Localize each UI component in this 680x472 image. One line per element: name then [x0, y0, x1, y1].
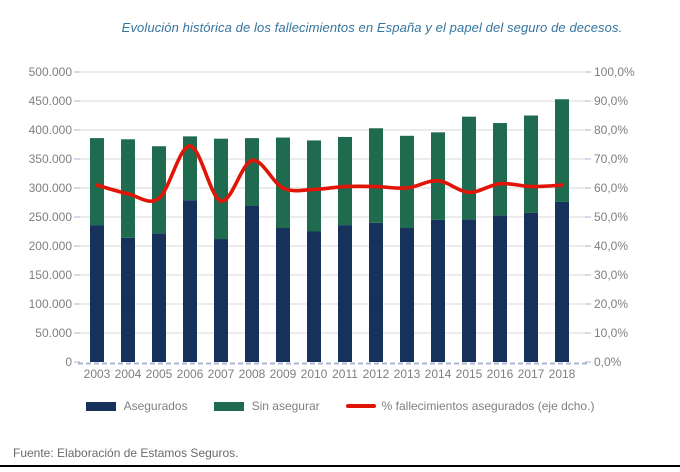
bar-asegurados-2009 — [276, 228, 290, 362]
x-axis-year-label: 2009 — [270, 367, 297, 381]
left-axis-tick-label: 0 — [65, 355, 72, 369]
right-axis-tick-label: 30,0% — [594, 268, 628, 282]
bar-sin-asegurar-2007 — [214, 138, 228, 240]
left-axis-tick-label: 300.000 — [29, 181, 73, 195]
right-axis-tick-label: 50,0% — [594, 210, 628, 224]
sin-asegurar-swatch-icon — [213, 401, 244, 411]
bar-sin-asegurar-2012 — [369, 128, 383, 223]
bar-asegurados-2013 — [400, 228, 414, 362]
x-axis-year-label: 2012 — [363, 367, 390, 381]
right-axis-tick-label: 100,0% — [594, 65, 635, 79]
bar-sin-asegurar-2015 — [462, 116, 476, 220]
bar-asegurados-2007 — [214, 239, 228, 362]
x-axis-year-label: 2003 — [84, 367, 111, 381]
right-axis-tick-label: 20,0% — [594, 297, 628, 311]
right-axis-tick-label: 60,0% — [594, 181, 628, 195]
bottom-rule — [0, 465, 680, 467]
bar-sin-asegurar-2017 — [524, 115, 538, 213]
left-axis-tick-label: 50.000 — [35, 326, 72, 340]
left-axis-tick-label: 250.000 — [29, 210, 73, 224]
left-axis-tick-label: 200.000 — [29, 239, 73, 253]
right-axis-tick-label: 10,0% — [594, 326, 628, 340]
x-axis-year-label: 2016 — [487, 367, 514, 381]
chart-title: Evolución histórica de los fallecimiento… — [121, 20, 623, 35]
left-axis-tick-label: 100.000 — [29, 297, 73, 311]
right-axis-tick-label: 80,0% — [594, 123, 628, 137]
chart-plot-area: 0 0,0% 50.000 10,0% 100.000 20,0% 150.000 30,0%… — [29, 65, 635, 381]
left-axis-tick-label: 500.000 — [29, 65, 73, 79]
x-axis-year-label: 2005 — [146, 367, 173, 381]
pct-line-swatch-icon — [345, 404, 376, 408]
x-axis-year-label: 2018 — [549, 367, 576, 381]
x-axis-year-label: 2015 — [456, 367, 483, 381]
bar-asegurados-2018 — [555, 201, 569, 362]
bar-sin-asegurar-2004 — [121, 139, 135, 238]
bar-sin-asegurar-2016 — [493, 123, 507, 216]
left-axis-tick-label: 350.000 — [29, 152, 73, 166]
right-axis-tick-label: 0,0% — [594, 355, 622, 369]
legend-item-pct-asegurados: % fallecimientos asegurados (eje dcho.) — [345, 399, 595, 413]
source-note: Fuente: Elaboración de Estamos Seguros. — [13, 446, 239, 460]
bar-sin-asegurar-2014 — [431, 132, 445, 220]
legend-item-sin-asegurar: Sin asegurar — [213, 399, 320, 413]
x-axis-year-label: 2011 — [332, 367, 358, 381]
bar-asegurados-2012 — [369, 222, 383, 362]
bar-asegurados-2005 — [152, 233, 166, 362]
left-axis-tick-label: 150.000 — [29, 268, 73, 282]
x-axis-year-label: 2004 — [115, 367, 142, 381]
right-axis-tick-label: 70,0% — [594, 152, 628, 166]
x-axis-year-label: 2013 — [394, 367, 421, 381]
bar-sin-asegurar-2010 — [307, 140, 321, 232]
bar-asegurados-2017 — [524, 212, 538, 362]
bar-sin-asegurar-2005 — [152, 146, 166, 234]
bar-sin-asegurar-2003 — [90, 138, 104, 226]
left-axis-tick-label: 400.000 — [29, 123, 73, 137]
bar-sin-asegurar-2008 — [245, 138, 259, 206]
bar-sin-asegurar-2011 — [338, 136, 352, 226]
chart-legend: Asegurados Sin asegurar % fallecimientos… — [0, 399, 680, 413]
x-axis-year-label: 2017 — [518, 367, 545, 381]
right-axis-tick-label: 90,0% — [594, 94, 628, 108]
legend-label-pct-asegurados: % fallecimientos asegurados (eje dcho.) — [381, 399, 595, 413]
bar-asegurados-2014 — [431, 219, 445, 362]
x-axis-year-label: 2006 — [177, 367, 204, 381]
legend-label-sin-asegurar: Sin asegurar — [251, 399, 320, 413]
bar-sin-asegurar-2013 — [400, 135, 414, 229]
bar-sin-asegurar-2006 — [183, 136, 197, 201]
right-axis-tick-label: 40,0% — [594, 239, 628, 253]
x-axis-year-label: 2010 — [301, 367, 328, 381]
combo-chart-svg: 0 0,0% 50.000 10,0% 100.000 20,0% 150.000 30,0%… — [29, 65, 635, 381]
x-axis-year-label: 2014 — [425, 367, 452, 381]
bar-sin-asegurar-2009 — [276, 137, 290, 229]
x-axis-year-label: 2008 — [239, 367, 266, 381]
bar-asegurados-2011 — [338, 225, 352, 362]
bar-asegurados-2006 — [183, 200, 197, 362]
left-axis-tick-label: 450.000 — [29, 94, 73, 108]
x-axis-year-label: 2007 — [208, 367, 235, 381]
pct-asegurados-line — [95, 144, 564, 203]
legend-label-asegurados: Asegurados — [123, 399, 188, 413]
asegurados-swatch-icon — [85, 401, 116, 411]
bar-sin-asegurar-2018 — [555, 99, 569, 202]
bar-asegurados-2010 — [307, 231, 321, 362]
bar-asegurados-2015 — [462, 219, 476, 362]
legend-item-asegurados: Asegurados — [85, 399, 188, 413]
bar-asegurados-2003 — [90, 225, 104, 362]
bar-asegurados-2004 — [121, 237, 135, 362]
bar-asegurados-2016 — [493, 215, 507, 362]
bar-asegurados-2008 — [245, 205, 259, 362]
